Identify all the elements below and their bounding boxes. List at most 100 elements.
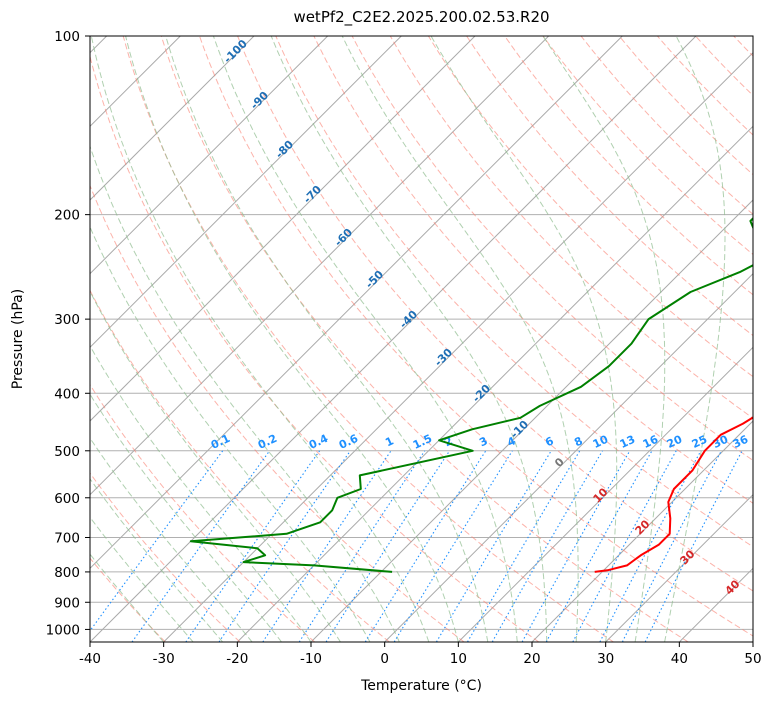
x-tick-label: 50 xyxy=(744,651,761,667)
isotherm-line xyxy=(457,346,753,642)
axes: -40 -30 -20 -10 0 10 20 30 40 5010020030040050060… xyxy=(46,29,762,667)
mixing-ratio-label: 25 xyxy=(690,433,709,451)
dry-adiabat-line xyxy=(389,36,753,419)
background-lines xyxy=(90,36,753,642)
mixing-ratio-label: 36 xyxy=(731,433,751,451)
moist-adiabat-line xyxy=(90,225,371,642)
y-tick-label: 900 xyxy=(54,595,80,611)
isotherm-line xyxy=(531,420,753,642)
mixing-ratio-line xyxy=(621,450,722,642)
mixing-ratio-line xyxy=(545,450,653,642)
dry-adiabat-label: 10 xyxy=(591,485,611,505)
mixing-ratio-line xyxy=(325,450,451,642)
mixing-ratio-label: 0.2 xyxy=(256,432,279,452)
moist-adiabat-line xyxy=(542,36,666,642)
moist-adiabat-line xyxy=(270,36,548,642)
moist-adiabat-label: -30 xyxy=(432,346,455,369)
profile-lines xyxy=(189,216,753,573)
dry-adiabat-line xyxy=(657,36,753,136)
mixing-ratio-label: 3 xyxy=(477,434,489,449)
mixing-ratio-label: 16 xyxy=(641,433,661,451)
y-tick-label: 1000 xyxy=(46,622,80,638)
y-tick-label: 800 xyxy=(54,565,80,581)
y-axis-label: Pressure (hPa) xyxy=(10,288,26,390)
mixing-ratio-line xyxy=(218,450,351,642)
moist-adiabat-line xyxy=(90,344,312,642)
mixing-ratio-line xyxy=(298,450,426,642)
moist-adiabat-line xyxy=(212,36,518,642)
dry-adiabat-line xyxy=(122,36,614,642)
isotherm-line xyxy=(310,199,753,642)
isotherm-line xyxy=(90,36,329,275)
isotherm-line xyxy=(90,36,402,349)
background-line-labels: 0.1 0.2 0.4 0.6 1 1.5 2 3 4 6 8 10 13 16 20 25 30 36-100-… xyxy=(209,37,751,598)
x-tick-label: 20 xyxy=(523,651,540,667)
x-tick-label: 0 xyxy=(380,651,389,667)
mixing-ratio-line xyxy=(599,450,702,642)
dry-adiabat-line xyxy=(90,557,166,642)
moist-adiabat-label: -50 xyxy=(363,268,386,291)
x-tick-label: 10 xyxy=(450,651,467,667)
y-tick-label: 400 xyxy=(54,386,80,402)
isotherm-line xyxy=(163,51,753,642)
mixing-ratio-line xyxy=(364,450,487,642)
y-tick-label: 100 xyxy=(54,29,80,45)
dry-adiabat-label: 30 xyxy=(678,547,698,567)
mixing-ratio-line xyxy=(572,450,677,642)
mixing-ratio-line xyxy=(435,450,552,642)
isotherm-line xyxy=(90,36,476,422)
dry-adiabat-label: 40 xyxy=(723,577,743,597)
dry-adiabat-line xyxy=(275,36,753,548)
y-tick-label: 600 xyxy=(54,491,80,507)
isotherm-line xyxy=(90,36,697,642)
dry-adiabat-line xyxy=(580,36,753,215)
x-axis-label: Temperature (°C) xyxy=(361,678,482,694)
dry-adiabat-line xyxy=(313,36,753,504)
moist-adiabat-label: -90 xyxy=(248,89,271,112)
isotherm-line xyxy=(384,272,753,642)
mixing-ratio-label: 20 xyxy=(665,433,685,451)
dry-adiabat-line xyxy=(351,36,753,462)
dry-adiabat-line xyxy=(90,184,465,642)
temperature-profile-line xyxy=(594,416,753,573)
moist-adiabat-line xyxy=(90,393,282,642)
y-tick-label: 500 xyxy=(54,444,80,460)
mixing-ratio-label: 30 xyxy=(711,433,731,451)
isotherm-line xyxy=(752,641,753,642)
isotherm-line xyxy=(605,493,753,642)
y-tick-label: 300 xyxy=(54,312,80,328)
dry-adiabat-line xyxy=(90,383,316,642)
mixing-ratio-label: 0.1 xyxy=(209,432,232,452)
y-tick-label: 200 xyxy=(54,208,80,224)
x-tick-label: 30 xyxy=(597,651,614,667)
dry-adiabat-line xyxy=(90,289,390,642)
moist-adiabat-line xyxy=(664,36,726,642)
moist-adiabat-line xyxy=(90,36,430,642)
chart-title: wetPf2_C2E2.2025.200.02.53.R20 xyxy=(293,8,550,26)
moist-adiabat-line xyxy=(90,437,253,642)
dry-adiabat-line xyxy=(733,36,753,57)
moist-adiabat-label: -20 xyxy=(470,382,493,405)
mixing-ratio-line xyxy=(521,450,631,642)
mixing-ratio-line xyxy=(90,450,224,632)
isotherm-line xyxy=(678,567,753,642)
mixing-ratio-label: 10 xyxy=(591,433,611,451)
isotherm-line xyxy=(90,36,623,570)
moist-adiabat-label: -80 xyxy=(273,138,296,161)
x-tick-label: -30 xyxy=(153,651,175,667)
moist-adiabat-line xyxy=(90,553,165,642)
mixing-ratio-line xyxy=(131,450,271,642)
mixing-ratio-label: 0.4 xyxy=(307,432,330,452)
mixing-ratio-label: 8 xyxy=(572,434,584,449)
plot-frame xyxy=(89,35,754,643)
isotherm-line xyxy=(90,36,255,201)
dry-adiabat-line xyxy=(466,36,753,337)
moist-adiabat-line xyxy=(90,144,400,642)
moist-adiabat-label: -60 xyxy=(332,226,355,249)
mixing-ratio-line xyxy=(467,450,581,642)
x-tick-label: -10 xyxy=(300,651,322,667)
moist-adiabat-line xyxy=(90,516,194,642)
moist-adiabat-line xyxy=(341,36,579,642)
moist-adiabat-label: -100 xyxy=(221,37,250,66)
dry-adiabat-line xyxy=(427,36,753,378)
